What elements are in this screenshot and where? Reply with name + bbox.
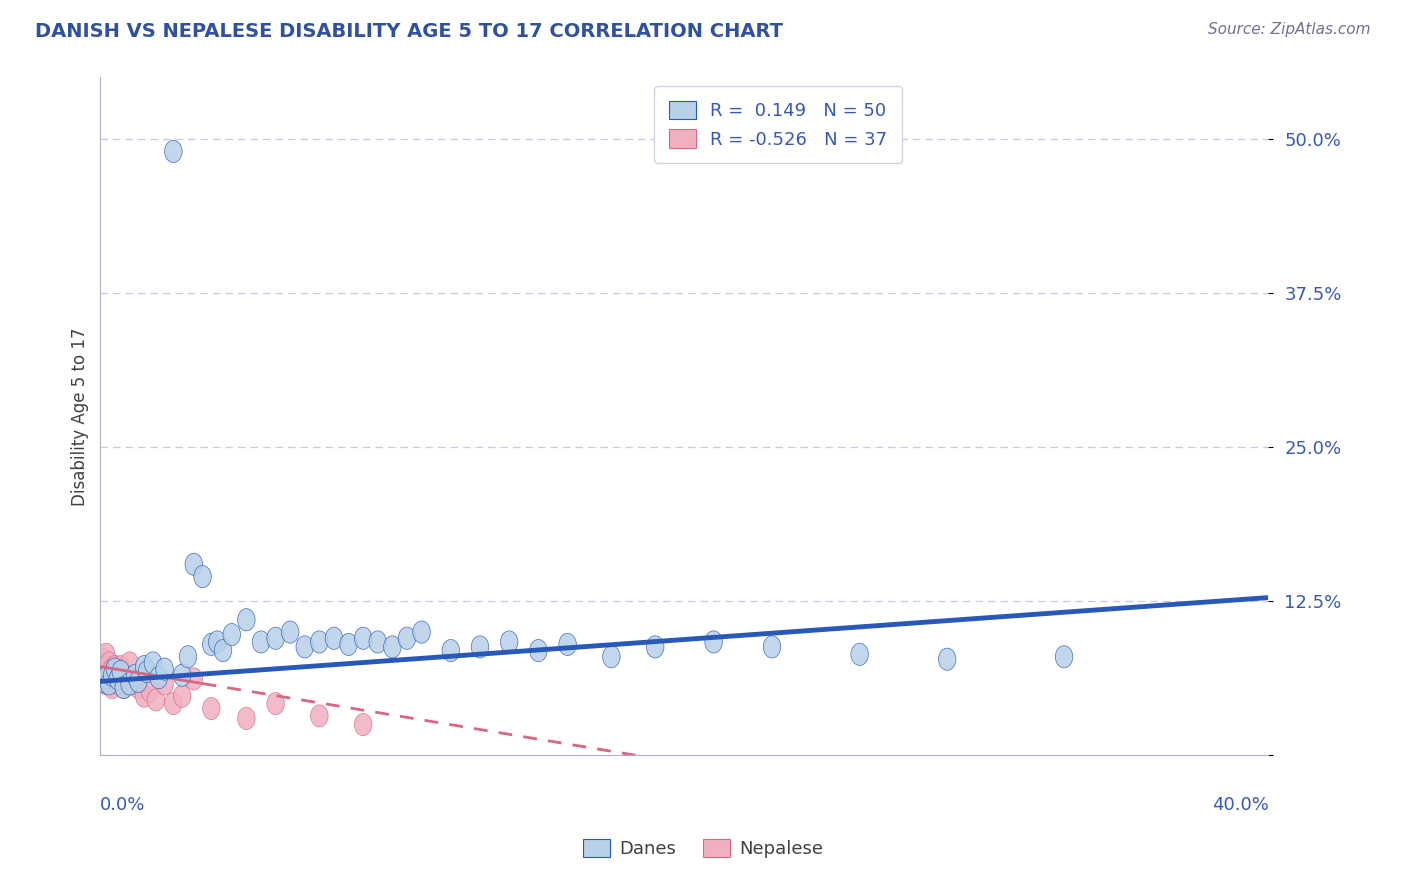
Text: DANISH VS NEPALESE DISABILITY AGE 5 TO 17 CORRELATION CHART: DANISH VS NEPALESE DISABILITY AGE 5 TO 1… [35, 22, 783, 41]
Text: 0.0%: 0.0% [100, 796, 146, 814]
Legend: R =  0.149   N = 50, R = -0.526   N = 37: R = 0.149 N = 50, R = -0.526 N = 37 [654, 87, 901, 163]
Text: Source: ZipAtlas.com: Source: ZipAtlas.com [1208, 22, 1371, 37]
Y-axis label: Disability Age 5 to 17: Disability Age 5 to 17 [72, 327, 89, 506]
Text: 40.0%: 40.0% [1212, 796, 1268, 814]
Legend: Danes, Nepalese: Danes, Nepalese [575, 831, 831, 865]
